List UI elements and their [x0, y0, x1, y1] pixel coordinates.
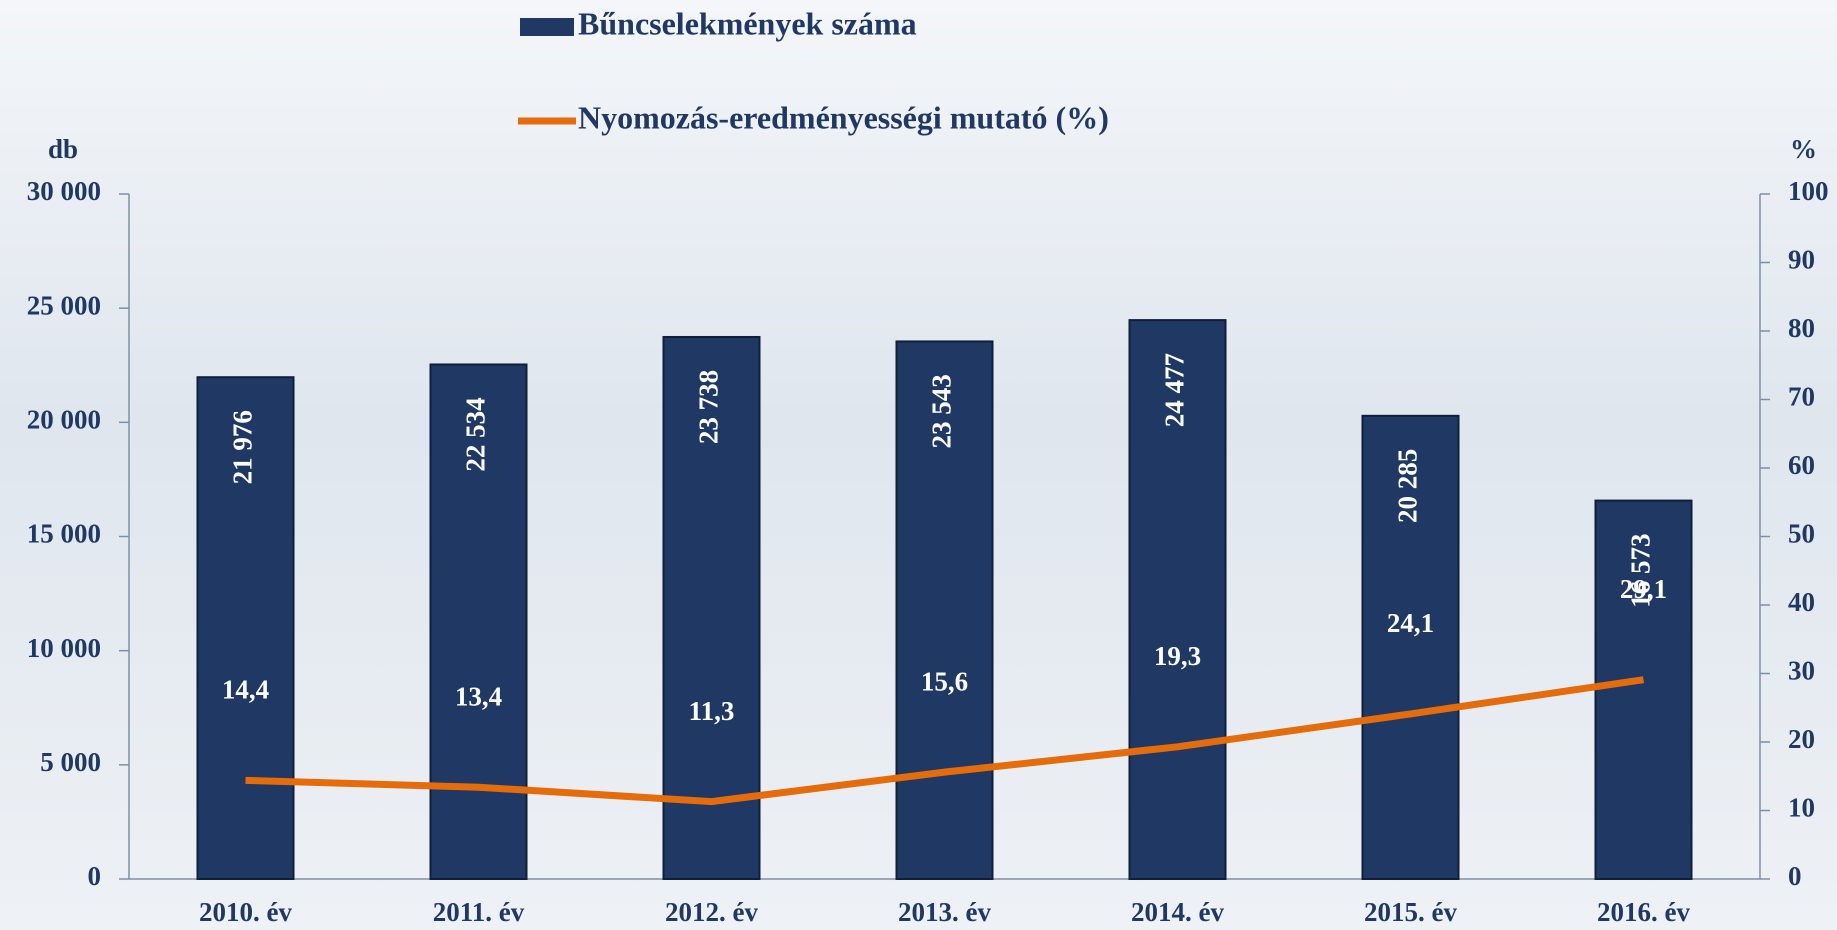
- bar-value-label: 23 738: [694, 370, 724, 444]
- bar-value-label: 22 534: [461, 397, 491, 471]
- x-tick-label: 2012. év: [665, 897, 758, 927]
- bar-value-label: 20 285: [1393, 449, 1423, 523]
- line-value-label: 24,1: [1387, 608, 1434, 638]
- x-tick-label: 2016. év: [1597, 897, 1690, 927]
- bar: [429, 363, 528, 880]
- bar: [1128, 319, 1227, 880]
- x-tick-label: 2015. év: [1364, 897, 1457, 927]
- y-tick-label: 0: [88, 861, 102, 891]
- line-value-label: 14,4: [222, 675, 269, 705]
- bar-value-label: 24 477: [1160, 353, 1190, 427]
- y2-tick-label: 60: [1788, 450, 1815, 480]
- y2-tick-label: 10: [1788, 793, 1815, 823]
- y2-tick-label: 0: [1788, 861, 1802, 891]
- y2-tick-label: 50: [1788, 519, 1815, 549]
- line-value-label: 15,6: [921, 666, 968, 696]
- y-axis-title: db: [48, 134, 78, 164]
- x-tick-label: 2011. év: [433, 897, 525, 927]
- line-value-label: 13,4: [455, 681, 502, 711]
- bar-value-label: 23 543: [927, 374, 957, 448]
- bar-value-label: 16 573: [1626, 533, 1656, 607]
- y-tick-label: 20 000: [27, 405, 101, 435]
- legend-swatch: [520, 18, 574, 36]
- y2-tick-label: 30: [1788, 656, 1815, 686]
- y2-tick-label: 100: [1788, 176, 1829, 206]
- line-value-label: 29,1: [1620, 574, 1667, 604]
- y-tick-label: 15 000: [27, 519, 101, 549]
- x-tick-label: 2010. év: [199, 897, 292, 927]
- y-tick-label: 5 000: [40, 747, 101, 777]
- bar: [1361, 414, 1460, 880]
- y2-tick-label: 80: [1788, 313, 1815, 343]
- y-tick-label: 25 000: [27, 290, 101, 320]
- bar: [1594, 499, 1693, 880]
- y-tick-label: 30 000: [27, 176, 101, 206]
- line-value-label: 11,3: [689, 696, 735, 726]
- line-value-label: 19,3: [1154, 641, 1201, 671]
- bar-value-label: 21 976: [228, 410, 258, 484]
- bar: [662, 335, 761, 880]
- x-tick-label: 2013. év: [898, 897, 991, 927]
- y2-tick-label: 20: [1788, 724, 1815, 754]
- x-tick-label: 2014. év: [1131, 897, 1224, 927]
- y2-tick-label: 90: [1788, 245, 1815, 275]
- bar: [895, 340, 994, 881]
- line: [245, 676, 1645, 806]
- legend-label: Bűncselekmények száma: [578, 5, 917, 41]
- y2-axis-title: %: [1790, 134, 1817, 164]
- legend-label: Nyomozás-eredményességi mutató (%): [578, 99, 1109, 135]
- bar: [196, 376, 295, 880]
- y-tick-label: 10 000: [27, 633, 101, 663]
- y2-tick-label: 40: [1788, 587, 1815, 617]
- y2-tick-label: 70: [1788, 382, 1815, 412]
